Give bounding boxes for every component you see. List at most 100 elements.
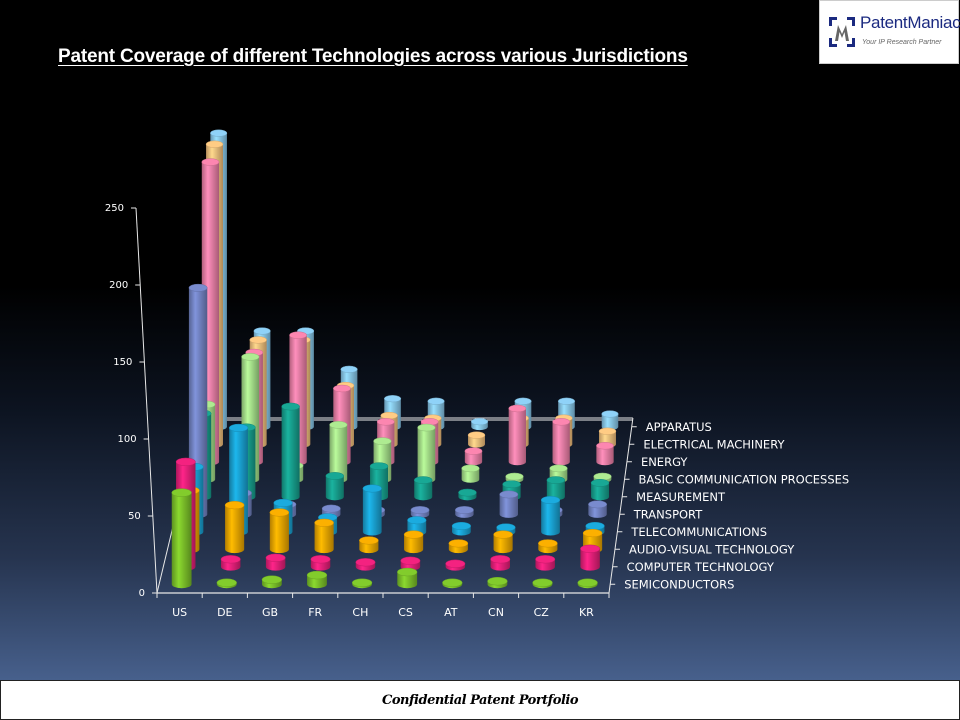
patentmaniac-logo: PatentManiac Your IP Research Partner [819, 0, 960, 64]
bar-cap [407, 516, 427, 525]
bar-cap [514, 397, 532, 405]
bar-cap [596, 442, 614, 450]
bar-cap [340, 365, 358, 373]
patentmaniac-logo-icon [829, 17, 855, 47]
bar-kr-semiconductors [577, 578, 598, 589]
x-tick-label-de: DE [217, 606, 232, 619]
bar-ch-semiconductors [351, 578, 373, 589]
series-label: ENERGY [641, 455, 688, 469]
bar-at-apparatus [470, 418, 489, 431]
bar-cap [532, 578, 553, 587]
bar-body [493, 534, 513, 554]
series-label: TRANSPORT [633, 507, 703, 521]
bar-cap [210, 129, 228, 137]
bar-cz-audio-visual-technology [538, 539, 558, 554]
bar-cap [585, 521, 605, 530]
bar-cz-telecommunications [540, 496, 561, 536]
x-tick-label-at: AT [444, 606, 458, 619]
x-tick-label-fr: FR [308, 606, 322, 619]
bar-cap [188, 283, 208, 292]
bar-cap [502, 480, 521, 489]
bar-cap [487, 576, 508, 586]
bar-cap [540, 496, 561, 505]
bar-body [414, 480, 433, 501]
bar-body [397, 572, 418, 589]
bar-cap [325, 472, 345, 480]
bar-cap [557, 397, 576, 405]
bar-cap [577, 578, 598, 587]
bar-gb-semiconductors [261, 575, 283, 589]
bar-at-telecommunications [451, 521, 472, 536]
bar-cap [493, 530, 513, 539]
bar-at-measurement [458, 488, 477, 501]
logo-brand-text: PatentManiac [860, 13, 960, 32]
bar-cap [458, 488, 477, 497]
bar-cn-semiconductors [487, 576, 508, 589]
bar-body [329, 424, 348, 483]
bar-cap [601, 410, 619, 418]
bar-body [552, 421, 570, 466]
bar-body [225, 505, 245, 554]
x-tick-label-us: US [172, 606, 187, 619]
footer-bar: Confidential Patent Portfolio [0, 680, 960, 720]
y-tick-label: 0 [139, 588, 145, 599]
bar-body [541, 500, 560, 536]
bar-cap [171, 488, 192, 497]
bar-cap [269, 508, 290, 517]
bar-gb-measurement [281, 402, 300, 501]
series-label: APPARATUS [646, 420, 712, 434]
bar-cap [442, 578, 463, 587]
bar-body [464, 451, 483, 466]
bar-cap [175, 457, 196, 467]
bar-cap [499, 490, 519, 499]
bar-de-computer-technology [220, 555, 241, 571]
bar-body [325, 475, 344, 501]
bar-cs-measurement [413, 476, 433, 501]
bar-cs-basic-communication-processes [417, 423, 436, 483]
bar-fr-measurement [325, 472, 345, 501]
bar-us-semiconductors [171, 488, 192, 589]
bar-body [546, 480, 565, 501]
bar-cz-energy [552, 418, 571, 466]
chart-title: Patent Coverage of different Technologie… [58, 46, 688, 67]
bar-cap [306, 570, 328, 580]
bar-cap [241, 353, 260, 361]
depth-axis-right-line [608, 417, 634, 594]
bar-at-computer-technology [445, 559, 466, 571]
bar-body [596, 445, 614, 466]
bar-cap [588, 500, 608, 509]
bar-cap [580, 544, 601, 553]
bar-de-semiconductors [216, 578, 237, 589]
bar-at-audio-visual-technology [448, 539, 469, 554]
bar-cap [265, 553, 286, 562]
bar-cap [590, 479, 610, 487]
bar-cap [461, 464, 480, 473]
bar-cap [598, 427, 617, 435]
bar-fr-computer-technology [310, 555, 331, 571]
x-tick-label-cz: CZ [534, 606, 550, 619]
bar-gb-audio-visual-technology [269, 508, 290, 554]
bar-body [508, 408, 526, 466]
bar-at-energy [464, 447, 483, 466]
bar-cap [253, 327, 271, 335]
series-label: SEMICONDUCTORS [624, 577, 734, 591]
series-label: AUDIO-VISUAL TECHNOLOGY [629, 542, 795, 556]
bar-cap [410, 506, 430, 514]
bar-cap [310, 555, 331, 564]
bar-cap [249, 336, 267, 344]
x-tick-label-cs: CS [398, 606, 413, 619]
bar-fr-basic-communication-processes [329, 421, 348, 483]
bar-cs-audio-visual-technology [403, 530, 424, 554]
footer-text: Confidential Patent Portfolio [381, 692, 579, 708]
bar-cap [205, 140, 224, 148]
bar-cap [467, 431, 486, 439]
bar-cap [329, 421, 348, 429]
bar-cap [445, 559, 466, 568]
bar-fr-audio-visual-technology [314, 518, 334, 554]
bar-body [601, 413, 619, 431]
bar-cap [535, 555, 556, 564]
bar-cz-computer-technology [535, 555, 556, 571]
y-tick-label: 200 [109, 280, 128, 291]
bar-cap [281, 402, 300, 411]
bar-cap [454, 506, 474, 514]
